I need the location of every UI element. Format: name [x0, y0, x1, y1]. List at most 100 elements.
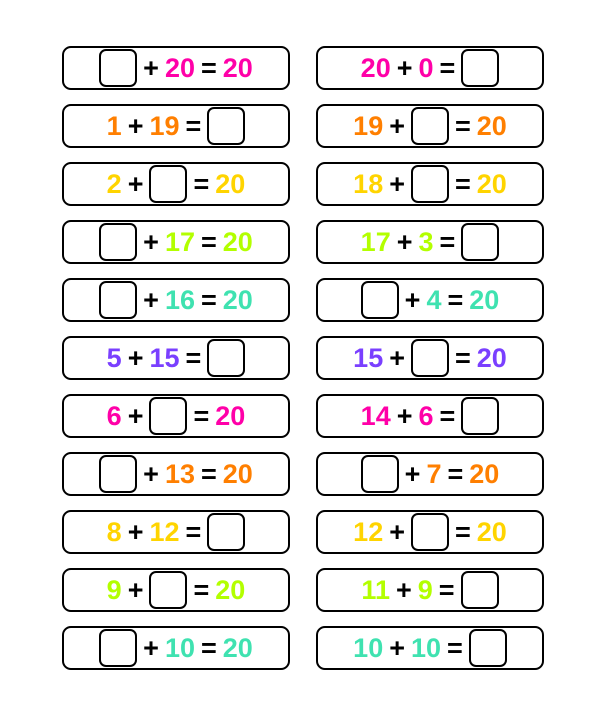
- equals-sign: =: [455, 345, 471, 372]
- addend-a-number: 10: [353, 635, 383, 662]
- plus-sign: +: [389, 113, 405, 140]
- column-left: +20=201+19=2+=20+17=20+16=205+15=6+=20+1…: [62, 46, 290, 670]
- addend-a-number: 12: [353, 519, 383, 546]
- equation-row: 1+19=: [62, 104, 290, 148]
- equation-row: +16=20: [62, 278, 290, 322]
- addend-a-number: 1: [107, 113, 122, 140]
- addend-b-number: 12: [149, 519, 179, 546]
- answer-box[interactable]: [207, 513, 245, 551]
- equals-sign: =: [440, 55, 456, 82]
- equation-row: 15+ =20: [316, 336, 544, 380]
- addend-b-number: 0: [419, 55, 434, 82]
- answer-box[interactable]: [149, 397, 187, 435]
- equation-row: 12+ =20: [316, 510, 544, 554]
- answer-box[interactable]: [461, 397, 499, 435]
- addend-b-number: 9: [418, 577, 433, 604]
- answer-box[interactable]: [149, 571, 187, 609]
- plus-sign: +: [405, 461, 421, 488]
- equation-row: +17=20: [62, 220, 290, 264]
- addend-b-number: 10: [411, 635, 441, 662]
- result-number: 20: [223, 55, 253, 82]
- plus-sign: +: [396, 577, 412, 604]
- plus-sign: +: [143, 229, 159, 256]
- addend-b-number: 16: [165, 287, 195, 314]
- result-number: 20: [477, 345, 507, 372]
- plus-sign: +: [389, 519, 405, 546]
- plus-sign: +: [397, 229, 413, 256]
- answer-box[interactable]: [411, 339, 449, 377]
- equation-row: +20=20: [62, 46, 290, 90]
- addend-a-number: 15: [353, 345, 383, 372]
- equation-row: 11+9=: [316, 568, 544, 612]
- result-number: 20: [215, 577, 245, 604]
- equals-sign: =: [440, 403, 456, 430]
- equals-sign: =: [201, 635, 217, 662]
- equation-row: +4=20: [316, 278, 544, 322]
- equals-sign: =: [201, 461, 217, 488]
- addend-a-number: 9: [107, 577, 122, 604]
- equals-sign: =: [186, 519, 202, 546]
- plus-sign: +: [143, 635, 159, 662]
- answer-box[interactable]: [149, 165, 187, 203]
- equals-sign: =: [455, 171, 471, 198]
- equation-row: 19+=20: [316, 104, 544, 148]
- addend-a-number: 8: [107, 519, 122, 546]
- answer-box[interactable]: [411, 165, 449, 203]
- equals-sign: =: [455, 519, 471, 546]
- answer-box[interactable]: [99, 223, 137, 261]
- addend-b-number: 13: [165, 461, 195, 488]
- answer-box[interactable]: [411, 513, 449, 551]
- plus-sign: +: [143, 287, 159, 314]
- plus-sign: +: [128, 403, 144, 430]
- column-right: 20+0=19+=2018+=2017+3=+4=2015+=2014+6=+7…: [316, 46, 544, 670]
- addend-b-number: 15: [149, 345, 179, 372]
- result-number: 20: [477, 171, 507, 198]
- equals-sign: =: [186, 345, 202, 372]
- answer-box[interactable]: [411, 107, 449, 145]
- plus-sign: +: [128, 171, 144, 198]
- equation-row: 20+0=: [316, 46, 544, 90]
- answer-box[interactable]: [99, 629, 137, 667]
- equals-sign: =: [440, 229, 456, 256]
- addend-a-number: 5: [107, 345, 122, 372]
- result-number: 20: [469, 287, 499, 314]
- addend-b-number: 17: [165, 229, 195, 256]
- plus-sign: +: [397, 403, 413, 430]
- answer-box[interactable]: [99, 281, 137, 319]
- addend-a-number: 17: [361, 229, 391, 256]
- equals-sign: =: [186, 113, 202, 140]
- worksheet: +20=201+19=2+=20+17=20+16=205+15=6+=20+1…: [0, 0, 606, 716]
- result-number: 20: [477, 519, 507, 546]
- equation-row: +13=20: [62, 452, 290, 496]
- answer-box[interactable]: [469, 629, 507, 667]
- addend-b-number: 4: [426, 287, 441, 314]
- equation-row: +10=20: [62, 626, 290, 670]
- equation-row: 10+10=: [316, 626, 544, 670]
- addend-b-number: 6: [419, 403, 434, 430]
- equals-sign: =: [439, 577, 455, 604]
- answer-box[interactable]: [361, 455, 399, 493]
- answer-box[interactable]: [207, 107, 245, 145]
- equation-row: 14+6=: [316, 394, 544, 438]
- answer-box[interactable]: [461, 571, 499, 609]
- equation-row: 9+ =20: [62, 568, 290, 612]
- result-number: 20: [215, 171, 245, 198]
- result-number: 20: [223, 229, 253, 256]
- addend-a-number: 18: [353, 171, 383, 198]
- answer-box[interactable]: [461, 223, 499, 261]
- answer-box[interactable]: [361, 281, 399, 319]
- answer-box[interactable]: [461, 49, 499, 87]
- addend-b-number: 7: [426, 461, 441, 488]
- equals-sign: =: [193, 577, 209, 604]
- plus-sign: +: [389, 345, 405, 372]
- equals-sign: =: [193, 171, 209, 198]
- addend-b-number: 19: [149, 113, 179, 140]
- equation-row: +7=20: [316, 452, 544, 496]
- answer-box[interactable]: [99, 49, 137, 87]
- answer-box[interactable]: [99, 455, 137, 493]
- result-number: 20: [223, 287, 253, 314]
- plus-sign: +: [128, 577, 144, 604]
- answer-box[interactable]: [207, 339, 245, 377]
- result-number: 20: [215, 403, 245, 430]
- equals-sign: =: [447, 635, 463, 662]
